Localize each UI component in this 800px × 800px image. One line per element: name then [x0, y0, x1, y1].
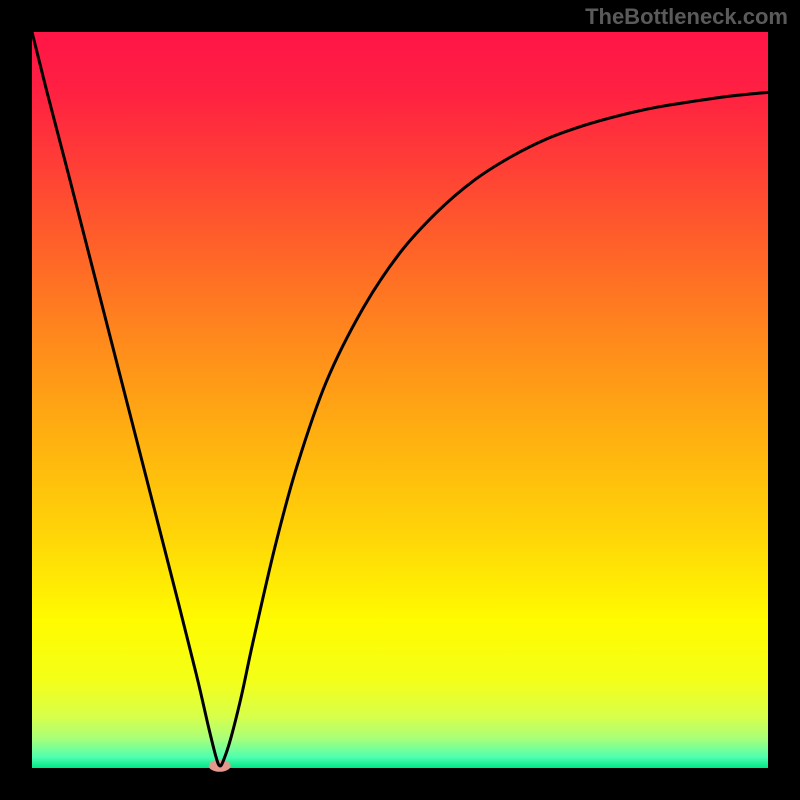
bottleneck-chart [0, 0, 800, 800]
chart-container: TheBottleneck.com [0, 0, 800, 800]
watermark-text: TheBottleneck.com [585, 4, 788, 30]
chart-background-gradient [32, 32, 768, 768]
